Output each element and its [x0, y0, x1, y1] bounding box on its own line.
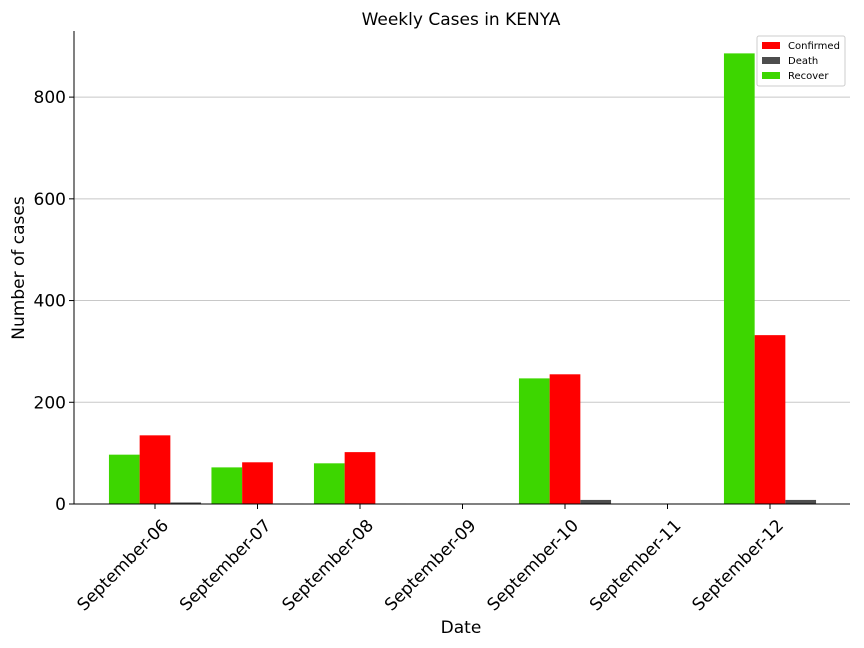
x-tick-label: September-12	[688, 516, 787, 615]
bar-recover	[313, 463, 345, 504]
gridlines	[74, 96, 850, 403]
y-axis-title: Number of cases	[9, 196, 29, 340]
legend-swatch-death	[762, 57, 780, 64]
x-axis-title: Date	[441, 618, 482, 638]
y-tick-label: 400	[34, 292, 66, 312]
bar-confirmed	[344, 452, 376, 504]
bar-death	[785, 499, 817, 504]
bar-death	[580, 499, 612, 504]
bar-confirmed	[139, 435, 171, 504]
bar-confirmed	[549, 374, 581, 504]
bar-recover	[108, 454, 140, 504]
legend-label-death: Death	[788, 56, 818, 67]
x-tick-label: September-09	[381, 516, 480, 615]
bar-recover	[518, 378, 550, 504]
legend-label-confirmed: Confirmed	[788, 41, 840, 52]
bars	[108, 53, 817, 505]
y-tick-label: 600	[34, 190, 66, 210]
bar-death	[170, 502, 202, 504]
legend-swatch-recover	[762, 72, 780, 79]
x-tick-label: September-10	[483, 516, 582, 615]
bar-recover	[723, 53, 755, 505]
x-tick-label: September-08	[278, 516, 377, 615]
legend: Confirmed Death Recover	[756, 35, 846, 87]
bar-confirmed	[754, 335, 786, 504]
bar-confirmed	[242, 462, 273, 504]
legend-swatch-confirmed	[762, 42, 780, 49]
y-tick-label: 200	[34, 393, 66, 413]
y-ticks: 0 200 400 600 800	[34, 88, 74, 515]
legend-label-recover: Recover	[788, 71, 829, 82]
x-ticks: September-06 September-07 September-08 Sept…	[73, 504, 788, 615]
x-tick-label: September-07	[176, 516, 275, 615]
bar-recover	[211, 467, 243, 504]
y-tick-label: 0	[55, 495, 66, 515]
y-tick-label: 800	[34, 88, 66, 108]
chart-title: Weekly Cases in KENYA	[362, 10, 561, 30]
x-tick-label: September-11	[586, 516, 685, 615]
x-tick-label: September-06	[73, 516, 172, 615]
